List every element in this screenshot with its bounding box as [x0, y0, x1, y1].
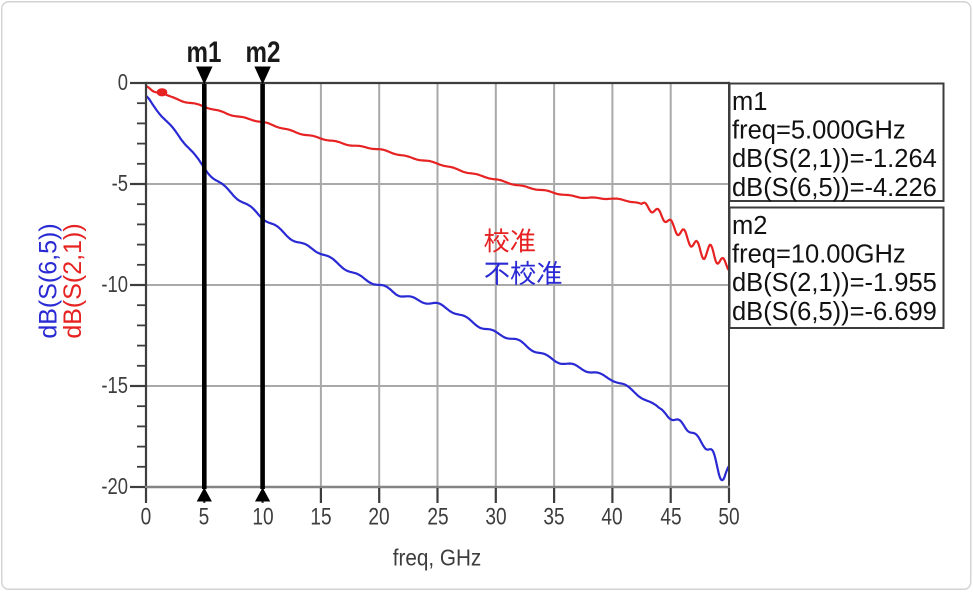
- svg-text:25: 25: [427, 502, 448, 530]
- svg-text:15: 15: [310, 502, 331, 530]
- svg-text:freq, GHz: freq, GHz: [393, 544, 482, 570]
- svg-text:freq=5.000GHz: freq=5.000GHz: [732, 117, 906, 145]
- svg-text:dB(S(6,5))=-6.699: dB(S(6,5))=-6.699: [732, 298, 937, 326]
- svg-text:20: 20: [368, 502, 389, 530]
- svg-text:10: 10: [252, 502, 273, 530]
- svg-text:m1: m1: [187, 36, 222, 69]
- svg-text:dB(S(2,1))=-1.264: dB(S(2,1))=-1.264: [732, 145, 937, 173]
- svg-text:-15: -15: [101, 373, 128, 398]
- svg-text:m2: m2: [732, 212, 767, 240]
- svg-text:-5: -5: [112, 171, 128, 196]
- svg-text:dB(S(6,5))=-4.226: dB(S(6,5))=-4.226: [732, 174, 937, 202]
- svg-text:-10: -10: [101, 272, 128, 297]
- svg-text:m2: m2: [246, 36, 281, 69]
- svg-text:35: 35: [543, 502, 564, 530]
- svg-text:40: 40: [601, 502, 622, 530]
- svg-text:0: 0: [118, 70, 128, 95]
- svg-text:50: 50: [718, 502, 739, 530]
- svg-text:freq=10.00GHz: freq=10.00GHz: [732, 241, 906, 269]
- svg-text:5: 5: [199, 502, 210, 530]
- svg-text:0: 0: [141, 502, 152, 530]
- svg-text:-20: -20: [101, 474, 128, 499]
- svg-text:dB(S(2,1))=-1.955: dB(S(2,1))=-1.955: [732, 269, 937, 297]
- svg-text:45: 45: [660, 502, 681, 530]
- svg-text:m1: m1: [732, 88, 767, 116]
- svg-text:30: 30: [485, 502, 506, 530]
- svg-text:dB(S(2,1)): dB(S(2,1)): [59, 223, 87, 338]
- svg-text:dB(S(6,5)): dB(S(6,5)): [35, 223, 63, 338]
